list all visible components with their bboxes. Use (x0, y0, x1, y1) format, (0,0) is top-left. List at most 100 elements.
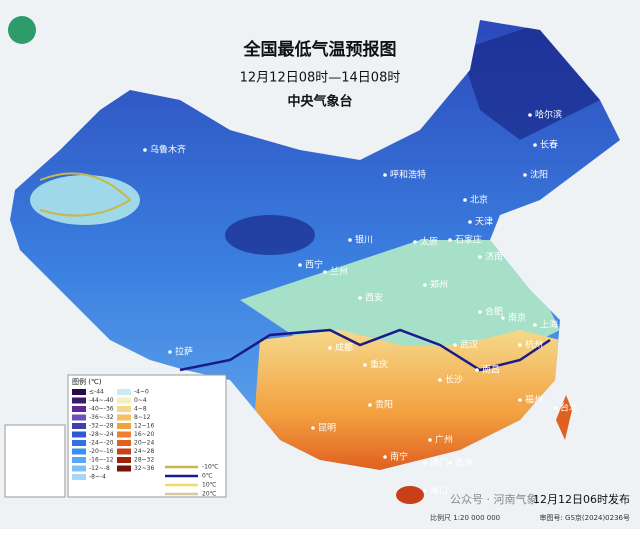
legend-label: 4~8 (134, 406, 147, 413)
city-dot (328, 346, 332, 350)
legend-label: -24~-20 (89, 440, 114, 447)
city-dot (501, 316, 505, 320)
legend-label: -20~-16 (89, 448, 114, 455)
legend-swatch (72, 465, 86, 472)
city-label: 重庆 (370, 359, 388, 371)
city-label: 昆明 (318, 423, 336, 434)
legend-label: 28~32 (134, 457, 154, 464)
legend-swatch (117, 448, 131, 455)
city-label: 北京 (470, 194, 488, 206)
issued-time: 12月12日06时发布 (533, 492, 630, 506)
scale: 比例尺 1:20 000 000 (430, 513, 500, 522)
legend-label: -4~0 (134, 389, 149, 396)
city-label: 广州 (435, 434, 453, 446)
legend-label: -40~-36 (89, 406, 114, 413)
legend-swatch (117, 397, 131, 404)
legend-swatch (72, 448, 86, 455)
legend-swatch (117, 457, 131, 463)
legend-swatch (72, 397, 86, 404)
legend-swatch (72, 389, 86, 395)
legend-swatch (117, 423, 131, 429)
city-dot (533, 323, 537, 327)
city-dot (448, 238, 452, 242)
city-label: 成都 (335, 342, 353, 354)
legend-swatch (117, 389, 131, 395)
legend-title: 图例 (℃) (72, 377, 102, 386)
city-dot (518, 398, 522, 402)
city-label: 呼和浩特 (390, 169, 426, 181)
legend-line-label: 10℃ (202, 482, 217, 489)
city-dot (518, 343, 522, 347)
legend-label: 20~24 (134, 440, 154, 447)
city-label: 太原 (420, 236, 438, 248)
zero-contour (179, 328, 551, 372)
city-dot (478, 255, 482, 259)
city-label: 海口 (430, 485, 448, 497)
city-label: 福州 (525, 394, 543, 406)
city-label: 长春 (540, 139, 558, 151)
city-dot (383, 455, 387, 459)
city-dot (413, 240, 417, 244)
legend-label: -8~-4 (89, 474, 106, 481)
legend-label: -12~-8 (89, 465, 110, 472)
legend-line-label: 0℃ (202, 473, 213, 480)
legend-swatch (72, 406, 86, 412)
city-label: 合肥 (485, 306, 503, 318)
city-label: 南宁 (390, 451, 408, 463)
title: 全国最低气温预报图 (243, 39, 397, 60)
legend-label: -28~-24 (89, 431, 114, 438)
city-dot (323, 270, 327, 274)
legend-label: 8~12 (134, 414, 151, 421)
city-dot (423, 489, 427, 493)
city-label: 香港 (455, 457, 473, 469)
legend-line-label: -10℃ (202, 464, 219, 471)
legend-label: -36~-32 (89, 414, 114, 421)
city-dot (423, 283, 427, 287)
city-dot (453, 343, 457, 347)
city-label: 贵阳 (375, 399, 393, 411)
city-dot (478, 310, 482, 314)
city-dot (423, 461, 427, 465)
legend-swatch (72, 474, 86, 480)
legend-label: ≤-44 (89, 389, 104, 396)
legend-swatch (72, 431, 86, 438)
city-label: 天津 (475, 217, 493, 228)
legend-swatch (72, 414, 86, 421)
city-dot (348, 238, 352, 242)
legend-swatch (117, 431, 131, 438)
approval-number: 审图号: GS京(2024)0236号 (539, 513, 630, 522)
city-dot (448, 461, 452, 465)
city-dot (528, 113, 532, 117)
city-dot (311, 426, 315, 430)
legend-swatch (72, 423, 86, 429)
city-label: 西宁 (305, 259, 323, 271)
city-label: 济南 (485, 251, 503, 263)
city-label: 沈阳 (530, 169, 548, 181)
city-dot (143, 148, 147, 152)
legend-label: 32~36 (134, 465, 154, 472)
legend-swatch (117, 406, 131, 412)
issuer: 中央气象台 (287, 94, 352, 110)
legend-swatch (117, 465, 131, 472)
city-dot (298, 263, 302, 267)
city-dot (463, 198, 467, 202)
city-dot (168, 350, 172, 354)
city-dot (358, 296, 362, 300)
city-label: 银川 (355, 234, 373, 246)
city-label: 长沙 (445, 374, 463, 386)
city-label: 兰州 (330, 266, 348, 278)
taiwan (556, 395, 572, 440)
city-dot (475, 368, 479, 372)
legend-label: 0~4 (134, 397, 147, 404)
city-label: 杭州 (525, 339, 543, 351)
legend-label: -16~-12 (89, 457, 114, 464)
city-label: 郑州 (430, 279, 448, 291)
legend-label: 24~28 (134, 448, 154, 455)
city-label: 上海 (540, 319, 558, 331)
legend: 图例 (℃)≤-44-44~-40-40~-36-36~-32-32~-28-2… (72, 377, 219, 498)
city-dot (553, 406, 557, 410)
city-dot (428, 438, 432, 442)
city-label: 南昌 (482, 364, 500, 376)
